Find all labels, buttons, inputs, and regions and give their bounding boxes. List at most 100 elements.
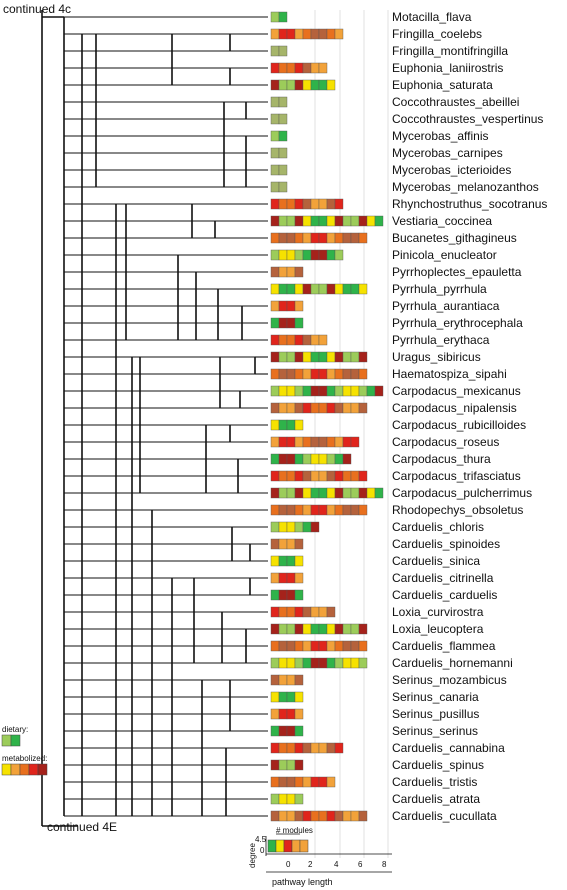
pathway-block bbox=[358, 657, 368, 669]
pathway-block bbox=[366, 385, 376, 397]
pathway-block bbox=[334, 657, 344, 669]
pathway-block bbox=[286, 470, 296, 482]
pathway-block bbox=[358, 487, 368, 499]
pathway-block bbox=[286, 759, 296, 771]
pathway-block bbox=[302, 606, 312, 618]
pathway-block bbox=[278, 640, 288, 652]
pathway-block bbox=[326, 623, 336, 635]
pathway-block bbox=[358, 504, 368, 516]
pathway-block bbox=[270, 351, 280, 363]
pathway-block bbox=[310, 283, 320, 295]
pathway-block bbox=[334, 470, 344, 482]
taxon-label: Carduelis_spinoides bbox=[392, 537, 501, 551]
pathway-block bbox=[302, 215, 312, 227]
pathway-block bbox=[342, 657, 352, 669]
pathway-block bbox=[310, 810, 320, 822]
pathway-block bbox=[294, 28, 304, 40]
metabolized-swatch bbox=[37, 763, 48, 776]
pathway-block bbox=[286, 572, 296, 584]
pathway-block bbox=[286, 215, 296, 227]
pathway-block bbox=[286, 317, 296, 329]
pathway-block bbox=[334, 623, 344, 635]
pathway-block bbox=[270, 96, 280, 108]
pathway-length-label: pathway length bbox=[272, 877, 333, 887]
pathway-block bbox=[318, 776, 328, 788]
x-tick-8: 8 bbox=[382, 860, 387, 869]
pathway-block bbox=[350, 368, 360, 380]
pathway-block bbox=[278, 470, 288, 482]
pathway-block bbox=[278, 810, 288, 822]
pathway-block bbox=[286, 708, 296, 720]
pathway-block bbox=[286, 351, 296, 363]
taxon-label: Carduelis_hornemanni bbox=[392, 656, 513, 670]
pathway-scale bbox=[265, 833, 392, 873]
pathway-block bbox=[318, 198, 328, 210]
pathway-block bbox=[294, 776, 304, 788]
pathway-block bbox=[286, 657, 296, 669]
pathway-block bbox=[310, 215, 320, 227]
scale-block bbox=[267, 839, 277, 853]
pathway-block bbox=[318, 351, 328, 363]
pathway-block bbox=[302, 657, 312, 669]
pathway-block bbox=[310, 742, 320, 754]
pathway-block bbox=[310, 62, 320, 74]
pathway-block bbox=[366, 215, 376, 227]
pathway-block bbox=[318, 657, 328, 669]
pathway-block bbox=[334, 249, 344, 261]
pathway-block bbox=[286, 521, 296, 533]
pathway-block bbox=[270, 334, 280, 346]
pathway-block bbox=[294, 606, 304, 618]
pathway-block bbox=[350, 215, 360, 227]
pathway-block bbox=[278, 674, 288, 686]
pathway-block bbox=[278, 623, 288, 635]
x-tick-2: 2 bbox=[308, 860, 313, 869]
pathway-block bbox=[302, 521, 312, 533]
pathway-block bbox=[318, 368, 328, 380]
pathway-block bbox=[286, 793, 296, 805]
taxon-label: Carduelis_cannabina bbox=[392, 741, 505, 755]
pathway-block bbox=[294, 793, 304, 805]
pathway-block bbox=[270, 538, 280, 550]
pathway-block bbox=[278, 147, 288, 159]
pathway-block bbox=[278, 538, 288, 550]
pathway-block bbox=[334, 504, 344, 516]
pathway-block bbox=[294, 79, 304, 91]
taxon-label: Bucanetes_githagineus bbox=[392, 231, 517, 245]
pathway-block bbox=[294, 810, 304, 822]
dietary-swatch bbox=[10, 734, 21, 747]
pathway-block bbox=[270, 810, 280, 822]
pathway-block bbox=[278, 759, 288, 771]
pathway-block bbox=[278, 572, 288, 584]
taxon-label: Rhodopechys_obsoletus bbox=[392, 503, 524, 517]
legend bbox=[1, 734, 48, 776]
pathway-block bbox=[318, 62, 328, 74]
pathway-block bbox=[270, 62, 280, 74]
pathway-block bbox=[374, 215, 384, 227]
x-tick-0: 0 bbox=[286, 860, 291, 869]
pathway-block bbox=[270, 113, 280, 125]
pathway-block bbox=[278, 28, 288, 40]
pathway-block bbox=[278, 555, 288, 567]
pathway-block bbox=[318, 334, 328, 346]
pathway-block bbox=[286, 487, 296, 499]
pathway-block bbox=[286, 776, 296, 788]
pathway-block bbox=[342, 487, 352, 499]
pathway-block bbox=[302, 283, 312, 295]
pathway-block bbox=[334, 368, 344, 380]
pathway-block bbox=[342, 351, 352, 363]
pathway-block bbox=[358, 215, 368, 227]
pathway-block bbox=[326, 436, 336, 448]
pathway-block bbox=[318, 402, 328, 414]
pathway-block bbox=[278, 113, 288, 125]
pathway-block bbox=[278, 232, 288, 244]
degree-tick-low: 0 bbox=[260, 846, 265, 855]
pathway-block bbox=[326, 402, 336, 414]
pathway-block bbox=[302, 79, 312, 91]
pathway-block bbox=[310, 436, 320, 448]
taxon-label: Serinus_canaria bbox=[392, 690, 479, 704]
pathway-block bbox=[310, 487, 320, 499]
pathway-block bbox=[294, 589, 304, 601]
pathway-block bbox=[278, 283, 288, 295]
pathway-gridlines bbox=[314, 10, 389, 858]
pathway-block bbox=[342, 232, 352, 244]
